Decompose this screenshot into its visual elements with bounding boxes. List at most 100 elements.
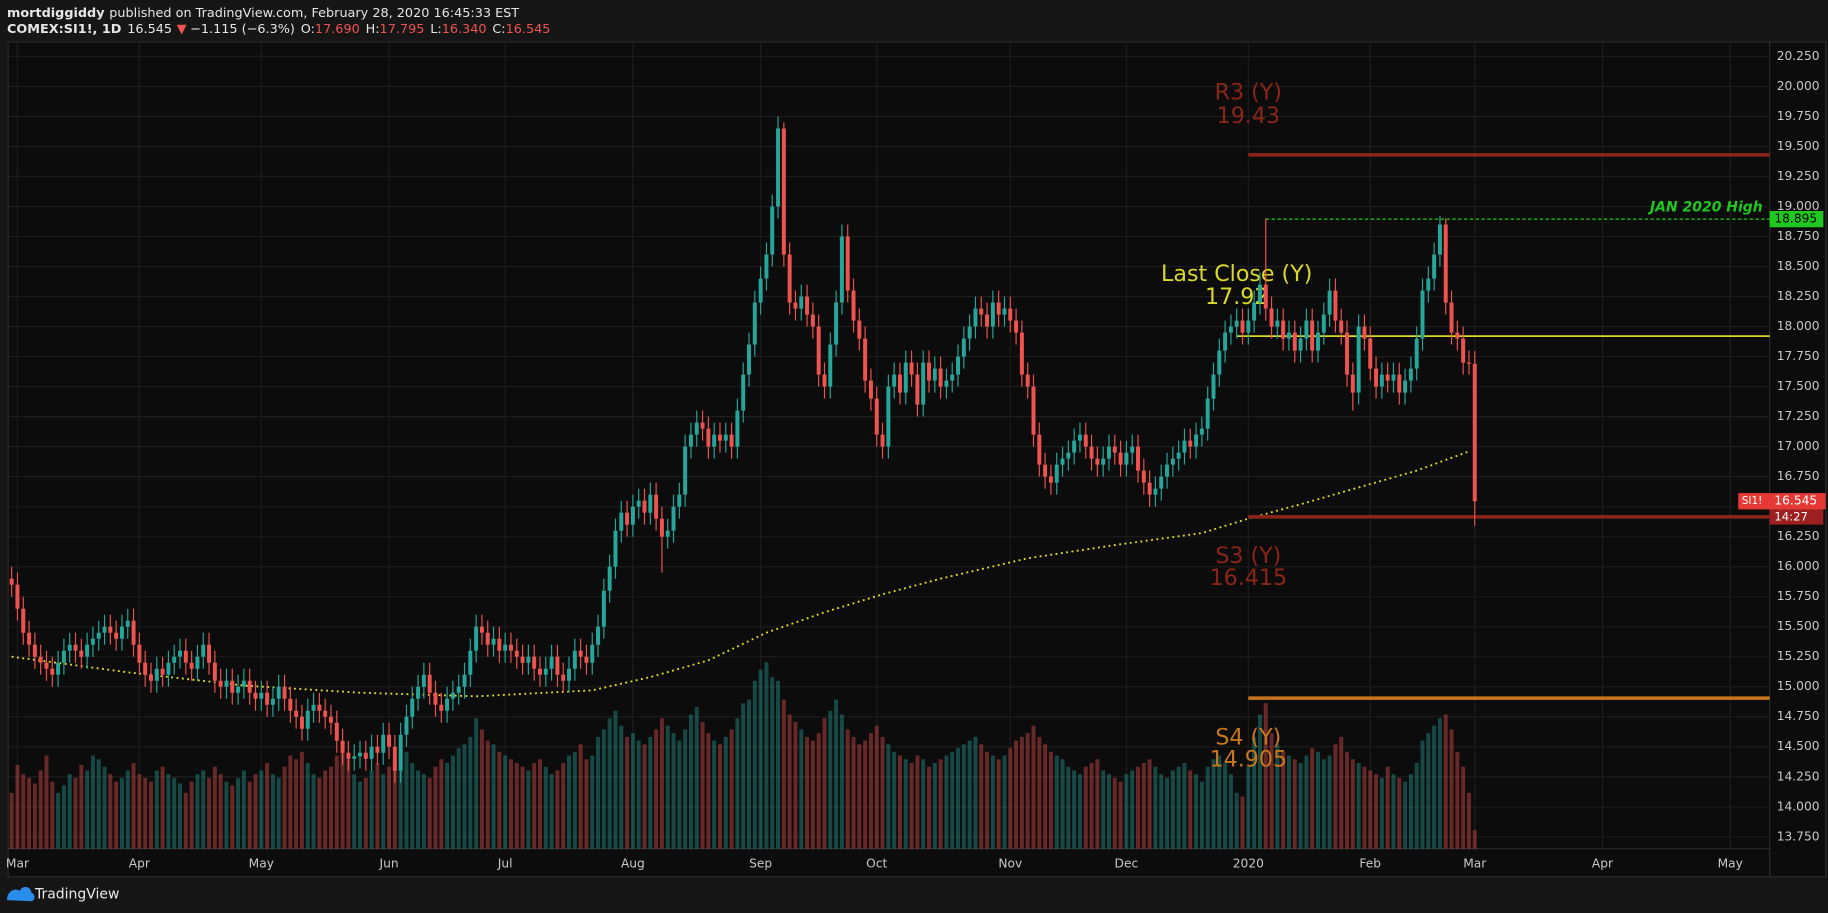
volume-bar (450, 755, 455, 849)
candle-body (1263, 284, 1268, 309)
candle-body (1043, 464, 1048, 477)
candle-body (340, 740, 345, 753)
candle-body (1048, 476, 1053, 483)
volume-bar (1159, 774, 1164, 849)
volume-bar (927, 766, 931, 849)
volume-bar (938, 759, 943, 849)
volume-bar (230, 785, 235, 849)
candle-body (938, 368, 943, 387)
level-value: 16.415 (1210, 565, 1287, 591)
volume-bar (706, 733, 711, 849)
volume-bar (1257, 714, 1262, 849)
candle-body (1275, 320, 1280, 327)
volume-bar (1339, 736, 1344, 849)
candle-body (119, 626, 124, 639)
y-tick-label: 18.500 (1777, 259, 1820, 273)
volume-bar (514, 762, 519, 849)
volume-bar (294, 759, 299, 849)
candle-body (1298, 338, 1303, 351)
volume-bar (1408, 774, 1413, 849)
volume-bar (44, 755, 49, 849)
candle-body (979, 308, 984, 315)
volume-bar (1455, 751, 1460, 849)
candle-body (32, 644, 37, 657)
volume-bar (770, 677, 775, 849)
x-tick-label: May (249, 856, 274, 870)
volume-bar (996, 759, 1001, 849)
candle-body (172, 656, 177, 663)
candle-body (967, 326, 972, 339)
volume-bar (1437, 718, 1442, 849)
volume-bar (897, 755, 902, 849)
candle-body (445, 698, 450, 711)
volume-bar (700, 721, 705, 849)
candle-body (1443, 224, 1448, 303)
volume-bar (1362, 766, 1367, 849)
level-value: 19.43 (1217, 103, 1280, 129)
y-tick-label: 15.500 (1777, 619, 1820, 633)
candle-body (189, 662, 194, 669)
volume-bar (90, 755, 95, 849)
candle-body (67, 644, 72, 651)
candle-body (1437, 224, 1442, 255)
candle-body (1333, 290, 1338, 321)
volume-bar (387, 766, 392, 849)
level-name: JAN 2020 High (1647, 199, 1763, 215)
volume-bar (358, 781, 362, 849)
candle-body (555, 656, 560, 675)
volume-bar (1304, 755, 1309, 849)
volume-bar (1403, 781, 1408, 849)
volume-bar (758, 669, 763, 849)
volume-bar (398, 755, 403, 849)
volume-bar (323, 770, 328, 849)
candle-body (1124, 452, 1129, 465)
volume-bar (241, 770, 246, 849)
candle-body (630, 506, 635, 525)
volume-bar (439, 759, 444, 849)
price-tag-value: 16.545 (1774, 494, 1817, 508)
candle-body (1461, 338, 1466, 363)
volume-bar (154, 770, 159, 849)
candle-body (543, 668, 548, 675)
y-tick-label: 19.250 (1777, 169, 1820, 183)
volume-bar (131, 762, 136, 849)
ma-line (11, 450, 1470, 698)
volume-bar (363, 777, 368, 849)
volume-bar (1141, 762, 1146, 849)
volume-bar (828, 710, 833, 849)
candle-body (915, 374, 920, 405)
volume-bar (56, 792, 61, 849)
candle-body (56, 662, 61, 675)
candle-body (1205, 398, 1210, 429)
candle-body (1397, 374, 1402, 393)
candle-body (1054, 464, 1059, 483)
ohlc-label: H: (366, 22, 380, 37)
volume-bar (915, 755, 920, 849)
volume-bar (305, 762, 310, 849)
candle-body (317, 704, 322, 711)
volume-bar (1252, 736, 1257, 849)
candle-body (950, 374, 955, 381)
candle-body (247, 680, 252, 693)
candle-body (921, 362, 926, 405)
candle-body (1356, 326, 1361, 393)
x-tick-label: Dec (1115, 856, 1139, 870)
candle-body (207, 644, 212, 663)
candle-body (485, 632, 490, 645)
candle-body (270, 698, 275, 705)
volume-bar (1199, 781, 1204, 849)
y-tick-label: 20.000 (1777, 79, 1820, 93)
volume-bar (427, 777, 432, 849)
candle-body (346, 752, 351, 759)
candle-body (1130, 446, 1135, 453)
candle-body (996, 302, 1001, 315)
volume-bar (445, 762, 450, 849)
candle-body (462, 674, 467, 687)
volume-bar (538, 759, 542, 849)
x-tick-label: Apr (1592, 856, 1614, 870)
candle-body (1466, 362, 1471, 364)
candle-body (1031, 386, 1036, 435)
candle-body (1246, 320, 1251, 333)
